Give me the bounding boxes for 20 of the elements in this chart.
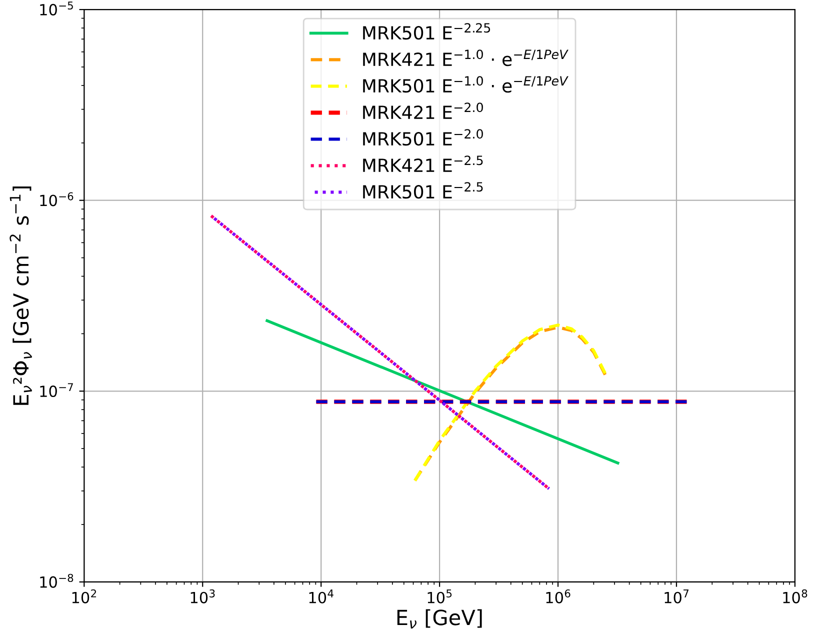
legend-label: MRK421 E$^{−1.0}$ · e$^{−E/1PeV}$ (363, 50, 568, 66)
legend-label: MRK501 E$^{−2.25}$ (363, 23, 490, 40)
x-tick-label: 10$^{8}$ (783, 589, 808, 604)
x-tick-label: 10$^{5}$ (428, 590, 452, 604)
legend-label: MRK421 E$^{−2.0}$ (363, 102, 483, 119)
x-tick-label: 10$^{3}$ (190, 589, 215, 604)
x-tick-label: 10$^{2}$ (72, 589, 96, 604)
y-tick-label: 10$^{−7}$ (40, 383, 73, 398)
y-tick-label: 10$^{−5}$ (40, 2, 73, 16)
x-tick-label: 10$^{4}$ (309, 590, 334, 604)
text: E$_{ν}$²Φ$_{ν}$ [GeV cm$^{−2}$ s$^{−1}$] (10, 186, 32, 405)
legend-label: MRK501 E$^{−2.5}$ (363, 182, 483, 199)
y-tick-label: 10$^{−8}$ (40, 574, 74, 588)
x-axis-title: E$_{ν}$ [GeV] (397, 609, 482, 628)
legend-label: MRK421 E$^{−2.5}$ (363, 156, 483, 172)
x-tick-label: 10$^{6}$ (546, 589, 570, 604)
legend-label: MRK501 E$^{−2.0}$ (363, 129, 483, 146)
legend-label: MRK501 E$^{−1.0}$ · e$^{−E/1PeV}$ (363, 76, 568, 93)
y-tick-label: 10$^{−6}$ (40, 192, 74, 206)
x-tick-label: 10$^{7}$ (664, 590, 689, 604)
